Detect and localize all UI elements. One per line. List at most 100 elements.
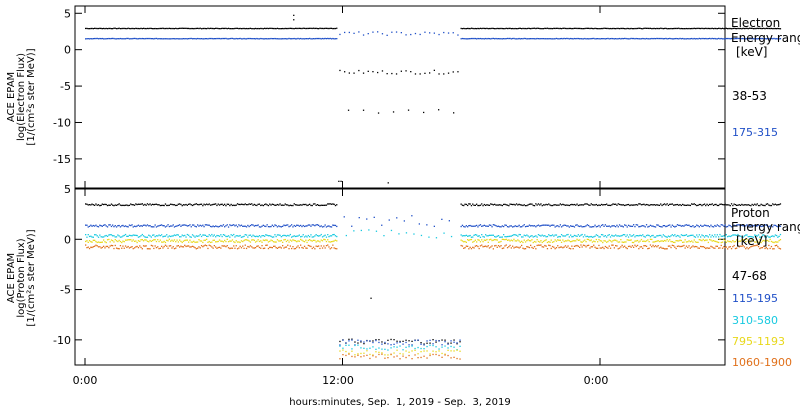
data-point — [626, 234, 628, 236]
data-point — [563, 246, 565, 248]
data-point — [396, 346, 398, 348]
data-point — [254, 241, 257, 243]
data-point — [152, 203, 154, 205]
data-point — [706, 247, 708, 249]
data-point — [603, 235, 605, 238]
data-point — [599, 38, 601, 40]
data-point — [95, 244, 97, 246]
data-point — [176, 204, 178, 206]
data-point — [523, 234, 525, 236]
data-point — [615, 239, 617, 241]
data-point — [705, 204, 707, 207]
data-point — [225, 246, 227, 248]
data-point — [772, 38, 774, 40]
data-point — [514, 38, 516, 40]
data-point — [293, 235, 295, 237]
data-point — [627, 224, 630, 226]
data-point — [181, 241, 183, 244]
data-point — [526, 204, 528, 207]
data-point — [302, 38, 304, 40]
data-point — [600, 240, 603, 242]
data-point — [743, 225, 746, 227]
data-point — [229, 236, 231, 238]
data-point — [100, 247, 102, 249]
data-point — [478, 239, 480, 241]
data-point — [253, 225, 255, 227]
data-point — [503, 225, 505, 228]
data-point — [420, 351, 422, 353]
data-point — [329, 37, 331, 40]
data-point — [738, 37, 740, 40]
data-point — [719, 247, 721, 249]
data-point — [199, 224, 201, 226]
data-point — [703, 236, 706, 238]
data-point — [573, 37, 576, 40]
data-point — [336, 248, 338, 250]
data-point — [266, 239, 268, 241]
data-point — [154, 203, 156, 205]
data-point — [162, 204, 164, 206]
data-point — [149, 225, 151, 227]
data-point — [153, 226, 155, 228]
data-point — [756, 240, 758, 242]
electron-legend-title-2: Energy ranges — [731, 31, 800, 45]
data-point — [555, 240, 558, 242]
data-point — [463, 241, 465, 243]
data-point — [702, 235, 704, 237]
data-point — [546, 38, 549, 40]
data-point — [284, 27, 286, 30]
data-point — [535, 248, 537, 250]
data-point — [172, 235, 174, 237]
data-point — [150, 38, 152, 40]
data-point — [168, 245, 170, 247]
data-point — [573, 203, 576, 206]
data-point — [526, 28, 528, 30]
data-point — [702, 27, 704, 30]
data-point — [358, 217, 360, 219]
data-point — [381, 341, 383, 343]
data-point — [745, 27, 747, 30]
data-point — [103, 27, 105, 30]
data-point — [656, 246, 658, 248]
data-point — [518, 203, 520, 205]
data-point — [305, 203, 307, 206]
data-point — [600, 247, 603, 249]
data-point — [490, 238, 492, 240]
data-point — [86, 236, 88, 238]
data-point — [360, 356, 362, 358]
data-point — [175, 204, 177, 207]
data-point — [261, 27, 263, 30]
data-point — [604, 245, 606, 248]
data-point — [348, 72, 350, 74]
data-point — [433, 32, 435, 34]
data-point — [127, 245, 129, 248]
data-point — [642, 225, 644, 227]
data-point — [294, 204, 297, 206]
data-point — [282, 38, 284, 40]
data-point — [155, 226, 158, 228]
data-point — [635, 235, 637, 237]
data-point — [732, 37, 734, 40]
data-point — [324, 224, 326, 226]
x-axis-label: hours:minutes, Sep. 1, 2019 - Sep. 3, 20… — [289, 397, 510, 408]
data-point — [258, 28, 261, 30]
data-point — [321, 37, 324, 40]
data-point — [202, 38, 204, 40]
data-point — [457, 71, 459, 73]
data-point — [215, 38, 217, 40]
data-point — [729, 235, 731, 238]
data-point — [202, 224, 204, 226]
data-point — [676, 240, 679, 242]
data-point — [778, 235, 780, 237]
data-point — [635, 27, 637, 30]
data-point — [748, 38, 751, 40]
data-point — [524, 248, 527, 250]
data-point — [644, 236, 646, 238]
data-point — [184, 239, 186, 242]
data-point — [203, 245, 205, 247]
data-point — [117, 27, 119, 30]
data-point — [728, 204, 730, 206]
data-point — [590, 203, 592, 205]
data-point — [712, 28, 715, 30]
data-point — [742, 245, 744, 247]
